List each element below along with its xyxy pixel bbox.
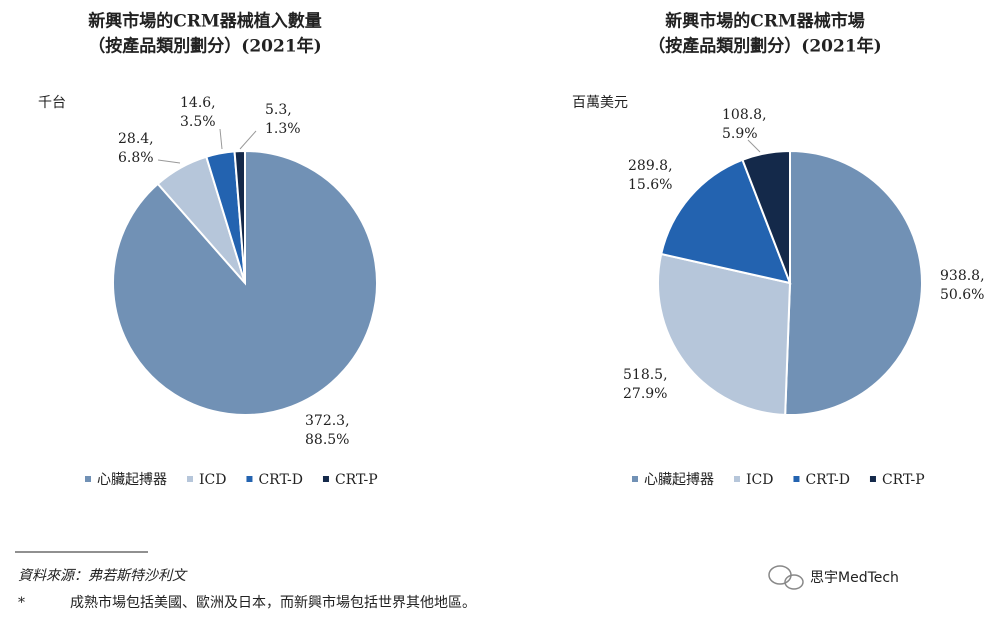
icon-bubble bbox=[784, 574, 804, 590]
legend-label: CRT-P bbox=[335, 472, 378, 488]
note-marker: * bbox=[18, 595, 25, 611]
legend-swatch bbox=[632, 476, 638, 482]
value-label: 14.6, bbox=[180, 95, 216, 111]
legend-swatch bbox=[246, 476, 253, 482]
pie-slice bbox=[784, 149, 923, 416]
legend-label: CRT-D bbox=[805, 472, 850, 488]
chart-title: 新興市場的CRM器械植入數量 bbox=[88, 11, 321, 32]
legend-label: ICD bbox=[199, 472, 226, 488]
leader-line bbox=[219, 128, 223, 150]
share-label: 3.5% bbox=[180, 114, 216, 130]
value-label: 518.5, bbox=[623, 367, 668, 383]
share-label: 6.8% bbox=[118, 150, 154, 166]
pie-slice bbox=[660, 158, 792, 285]
legend-swatch bbox=[869, 476, 876, 482]
note-text: 成熟市場包括美國、歐洲及日本，而新興市場包括世界其他地區。 bbox=[70, 594, 476, 611]
chart-title: （按產品類別劃分）(2021年) bbox=[88, 36, 321, 57]
share-label: 1.3% bbox=[265, 121, 301, 137]
chart-title: 新興市場的CRM器械市場 bbox=[665, 11, 864, 32]
chart-title: （按產品類別劃分）(2021年) bbox=[648, 36, 881, 57]
share-label: 5.9% bbox=[722, 126, 758, 142]
pie-slice bbox=[741, 149, 791, 284]
value-label: 938.8, bbox=[940, 268, 985, 284]
watermark-icon bbox=[768, 565, 804, 590]
legend-swatch bbox=[793, 476, 800, 482]
legend-label: 心臟起搏器 bbox=[97, 471, 167, 488]
leader-lines bbox=[157, 128, 761, 164]
pie-slice bbox=[233, 149, 246, 284]
pie-slice bbox=[657, 252, 792, 416]
legend-label: ICD bbox=[746, 472, 773, 488]
legend-label: CRT-P bbox=[882, 472, 925, 488]
legend-swatch bbox=[85, 476, 91, 482]
unit-label: 千台 bbox=[38, 95, 66, 111]
source-note: 資料來源：弗若斯特沙利文 bbox=[18, 568, 188, 584]
watermark: 思宇MedTech bbox=[810, 570, 899, 586]
value-label: 372.3, bbox=[305, 413, 350, 429]
leader-line bbox=[239, 130, 257, 150]
legend-swatch bbox=[187, 476, 193, 482]
leader-line bbox=[747, 139, 761, 153]
value-label: 108.8, bbox=[722, 107, 767, 123]
share-label: 27.9% bbox=[623, 386, 667, 402]
legend-label: CRT-D bbox=[258, 472, 303, 488]
share-label: 15.6% bbox=[628, 177, 672, 193]
value-label: 289.8, bbox=[628, 158, 673, 174]
value-label: 5.3, bbox=[265, 102, 292, 118]
legend-label: 心臟起搏器 bbox=[644, 471, 714, 488]
unit-label: 百萬美元 bbox=[572, 95, 628, 111]
share-label: 88.5% bbox=[305, 432, 349, 448]
share-label: 50.6% bbox=[940, 287, 984, 303]
legend-swatch bbox=[322, 476, 329, 482]
legend-swatch bbox=[734, 476, 740, 482]
leader-line bbox=[157, 159, 181, 164]
icon-bubble bbox=[768, 565, 792, 585]
value-label: 28.4, bbox=[118, 131, 154, 147]
pie-slice bbox=[112, 149, 378, 416]
